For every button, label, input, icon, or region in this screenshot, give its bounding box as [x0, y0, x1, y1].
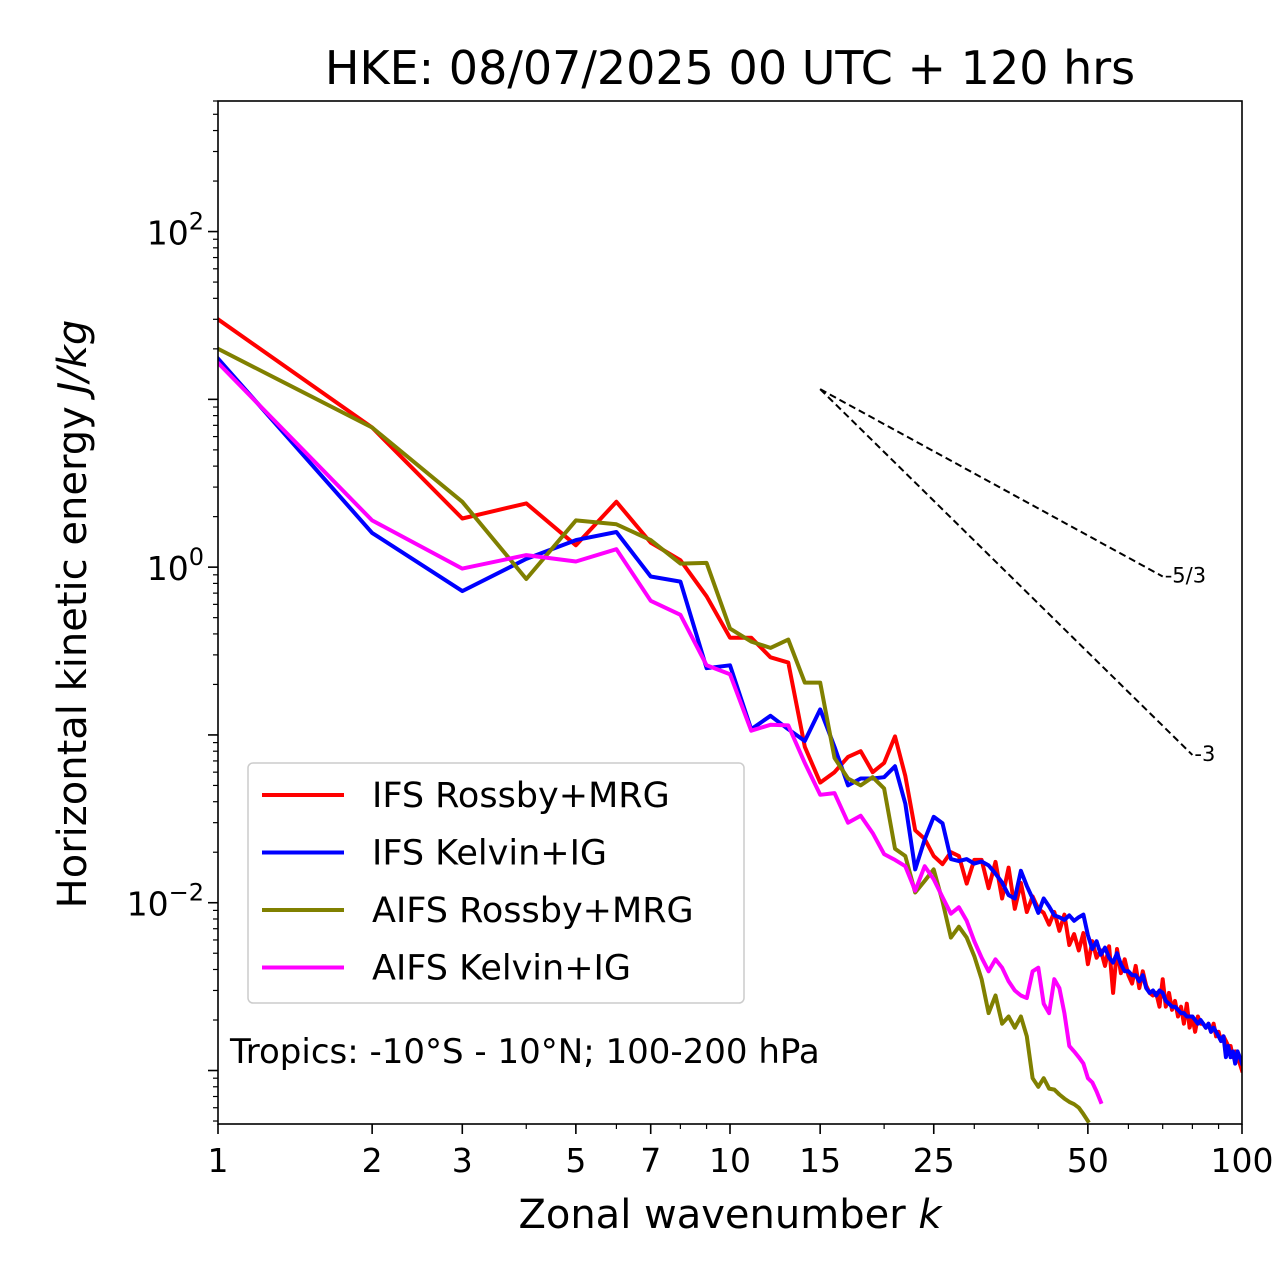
series-lines	[218, 316, 1242, 1124]
legend-label: IFS Rossby+MRG	[372, 776, 670, 816]
reference-slope-lines: -5/3 -3	[819, 388, 1215, 766]
y-axis-label-unit: J/kg	[50, 320, 96, 401]
x-tick-label: 25	[913, 1141, 955, 1180]
x-tick-label: 15	[799, 1141, 841, 1180]
reference-slope-label: -3	[1194, 742, 1215, 766]
x-tick-label: 50	[1067, 1141, 1109, 1180]
legend-box	[247, 762, 745, 1004]
x-axis-label-var: k	[918, 1192, 943, 1238]
x-tick-label: 100	[1211, 1141, 1274, 1180]
legend-label: AIFS Kelvin+IG	[372, 949, 631, 989]
axis-ticks: 1 2 3 5 7 10 15 25 50 100 102 100 10−2	[127, 100, 1274, 1180]
x-tick-label: 3	[452, 1141, 473, 1180]
y-tick-label: 10−2	[127, 879, 204, 924]
series-line	[218, 360, 1104, 1105]
x-tick-label: 10	[709, 1141, 751, 1180]
y-axis-label: Horizontal kinetic energy J/kg	[50, 320, 96, 909]
x-axis-label: Zonal wavenumber k	[518, 1192, 943, 1238]
reference-slope-label: -5/3	[1165, 563, 1206, 587]
x-tick-label: 5	[565, 1141, 586, 1180]
x-axis-label-text: Zonal wavenumber	[518, 1192, 906, 1238]
legend-label: IFS Kelvin+IG	[372, 834, 607, 874]
y-tick-label: 100	[147, 543, 204, 588]
y-axis-label-text: Horizontal kinetic energy	[50, 406, 96, 908]
legend-label: AIFS Rossby+MRG	[372, 891, 694, 931]
reference-slope-line	[819, 388, 1164, 578]
region-annotation: Tropics: -10°S - 10°N; 100-200 hPa	[229, 1032, 820, 1072]
y-tick-label: 102	[147, 208, 204, 253]
chart-title: HKE: 08/07/2025 00 UTC + 120 hrs	[325, 41, 1135, 95]
plot-frame	[217, 100, 1243, 1125]
legend: IFS Rossby+MRG IFS Kelvin+IG AIFS Rossby+M…	[247, 762, 745, 1004]
x-tick-label: 7	[640, 1141, 661, 1180]
x-tick-label: 1	[208, 1141, 229, 1180]
x-tick-label: 2	[362, 1141, 383, 1180]
reference-slope-line	[819, 388, 1194, 756]
